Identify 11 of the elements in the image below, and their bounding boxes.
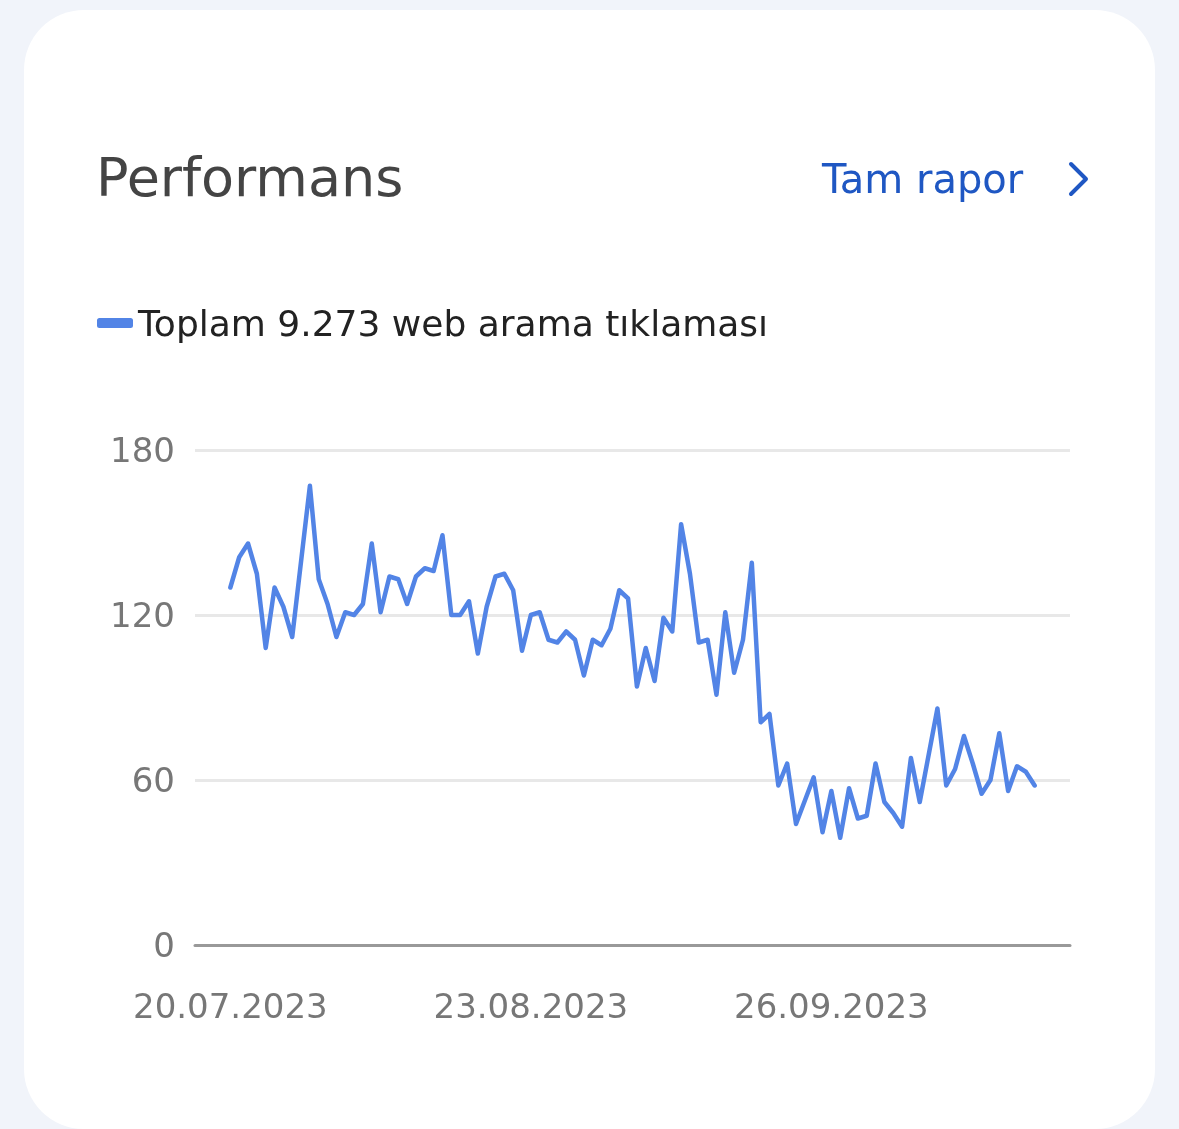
y-tick-label: 180 xyxy=(110,430,175,470)
y-tick-label: 60 xyxy=(131,760,175,800)
y-tick-label: 0 xyxy=(153,925,175,965)
y-tick-label: 120 xyxy=(110,595,175,635)
chart-title: Performans xyxy=(96,146,404,209)
x-tick-label: 20.07.2023 xyxy=(133,986,328,1026)
legend-label: Toplam 9.273 web arama tıklaması xyxy=(137,302,769,344)
x-tick-label: 26.09.2023 xyxy=(734,986,929,1026)
text: Tam rapor xyxy=(822,156,1024,202)
line-series xyxy=(228,483,1037,840)
x-tick-label: 23.08.2023 xyxy=(433,986,629,1026)
